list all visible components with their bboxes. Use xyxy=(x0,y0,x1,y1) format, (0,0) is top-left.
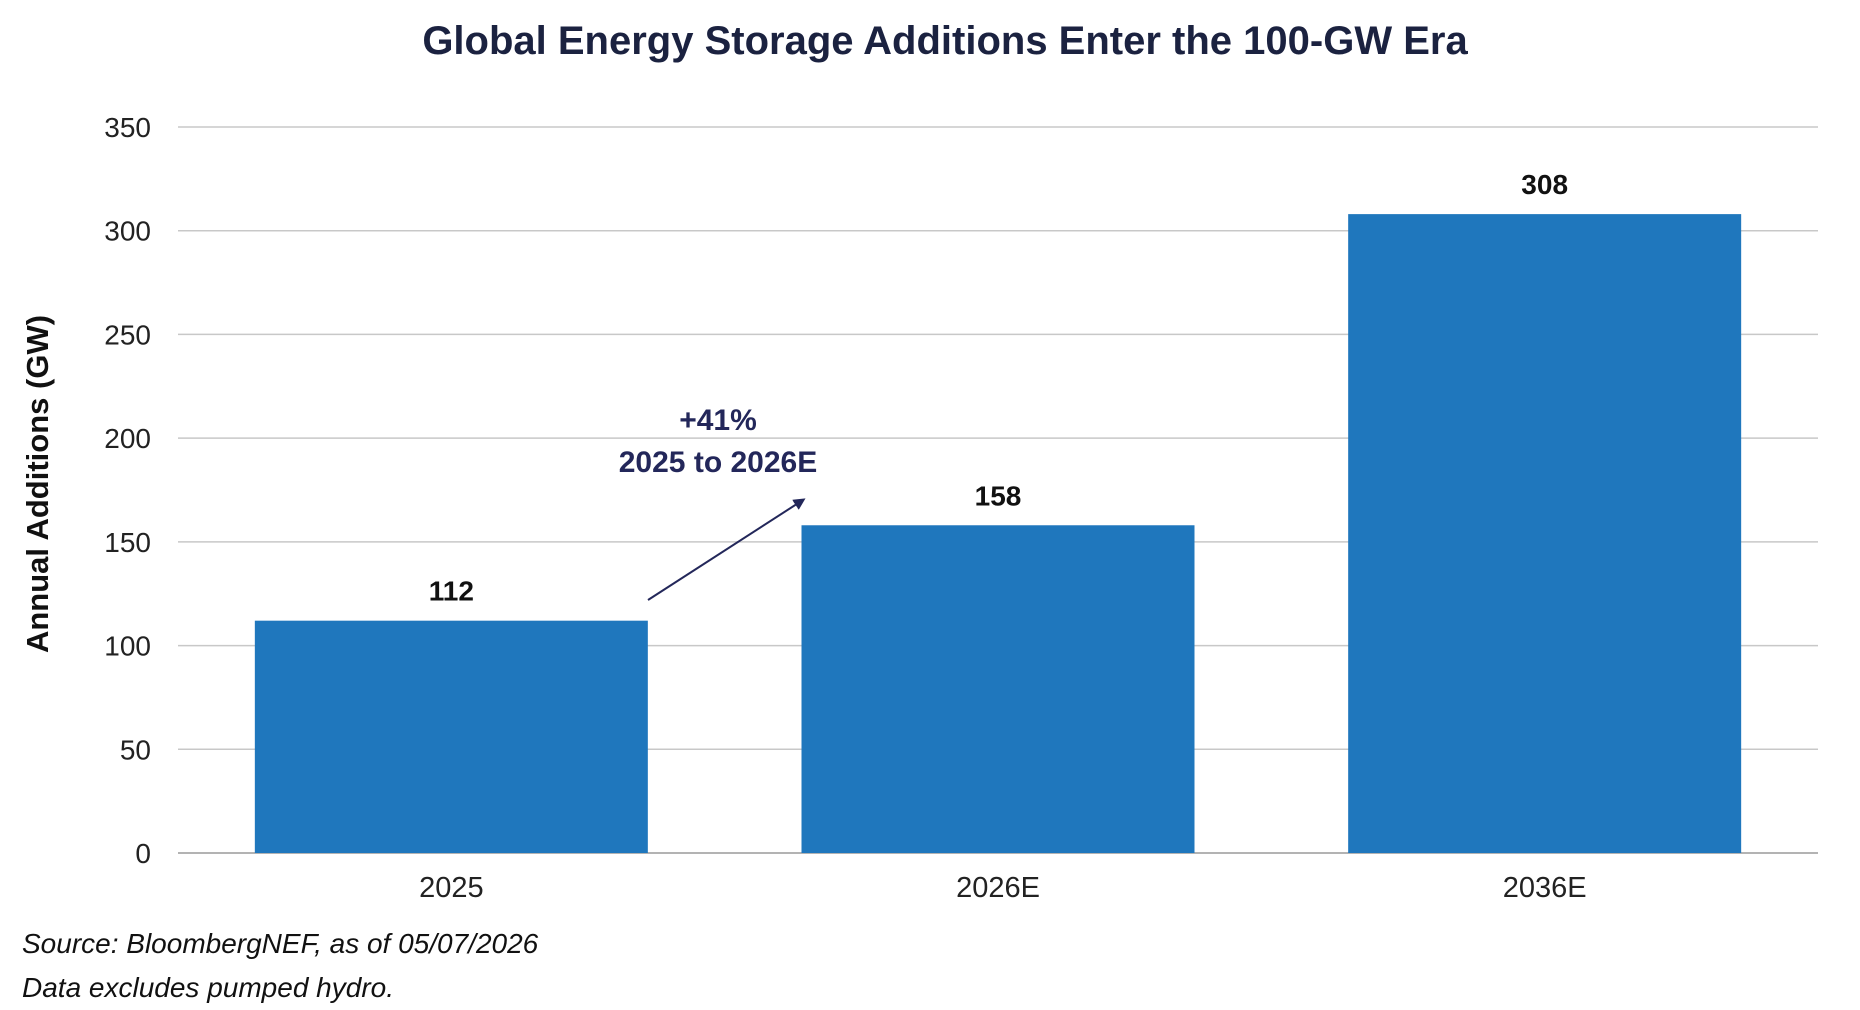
growth-arrow xyxy=(647,498,806,601)
y-tick-label: 50 xyxy=(120,734,151,765)
x-tick-label: 2036E xyxy=(1503,872,1587,904)
y-axis-ticks: 0 50 100 150 200 250 300 350 xyxy=(104,112,151,869)
y-tick-label: 100 xyxy=(104,631,151,662)
y-tick-label: 200 xyxy=(104,423,151,454)
growth-annotation-period: 2025 to 2026E xyxy=(619,446,817,479)
bar-2025 xyxy=(254,620,648,853)
bar-2036e xyxy=(1348,214,1742,853)
growth-annotation-percent: +41% xyxy=(679,404,757,437)
y-tick-label: 150 xyxy=(104,527,151,558)
chart-title: Global Energy Storage Additions Enter th… xyxy=(422,19,1468,63)
bar-value-label: 308 xyxy=(1521,169,1568,200)
y-tick-label: 250 xyxy=(104,319,151,350)
data-note: Data excludes pumped hydro. xyxy=(22,972,394,1003)
growth-annotation: +41% 2025 to 2026E xyxy=(619,404,817,601)
bar-2026e xyxy=(801,525,1195,853)
y-tick-label: 0 xyxy=(135,838,151,869)
bar-value-label: 158 xyxy=(975,480,1022,511)
x-tick-label: 2025 xyxy=(419,872,484,904)
y-axis-label: Annual Additions (GW) xyxy=(20,315,55,653)
bar-value-label: 112 xyxy=(429,576,474,607)
x-axis-labels: 2025 2026E 2036E xyxy=(419,872,1587,904)
source-note: Source: BloombergNEF, as of 05/07/2026 xyxy=(22,928,539,959)
y-tick-label: 350 xyxy=(104,112,151,143)
x-tick-label: 2026E xyxy=(956,872,1040,904)
value-labels: 112 158 308 xyxy=(429,169,1568,607)
y-tick-label: 300 xyxy=(104,216,151,247)
bars xyxy=(254,214,1742,853)
